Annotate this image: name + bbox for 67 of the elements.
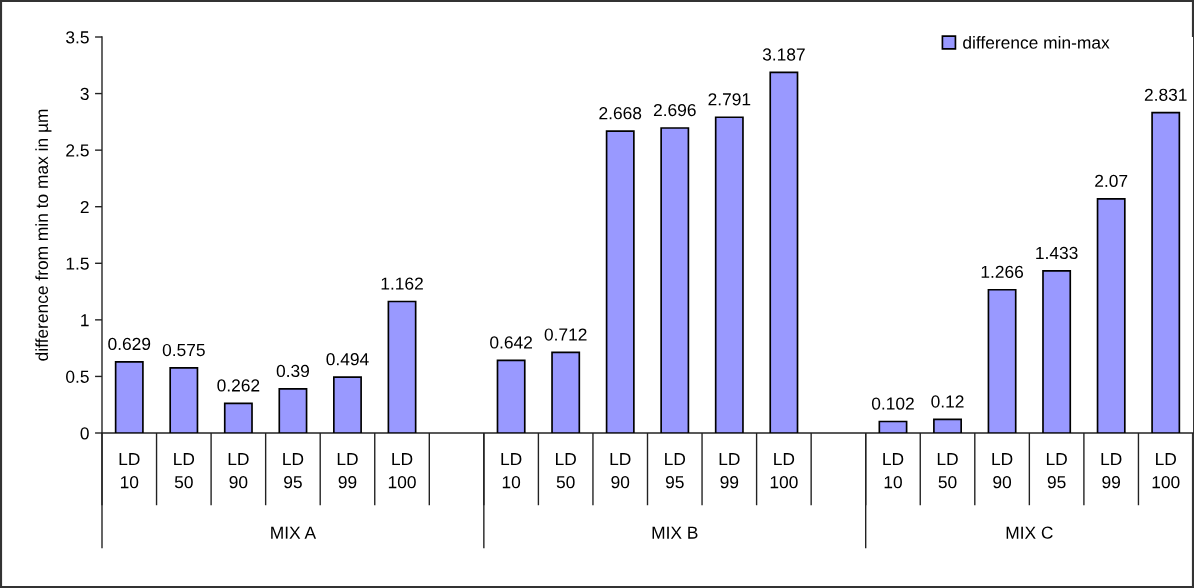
legend-label: difference min-max [963, 36, 1110, 49]
data-label: 1.433 [1036, 246, 1078, 260]
x-tick-label: LD 100 [770, 453, 798, 489]
x-tick-label: LD 90 [610, 453, 631, 489]
y-tick-label: 0 [80, 427, 89, 440]
data-label: 0.102 [871, 397, 914, 410]
x-tick-label: LD 100 [388, 453, 416, 489]
text: MIX C [1006, 526, 1053, 539]
data-label: 2.668 [599, 107, 642, 120]
bar [114, 360, 144, 433]
x-tick-label: LD 50 [937, 453, 958, 489]
x-tick-label: LD 99 [719, 453, 740, 489]
data-label: 1.266 [981, 265, 1024, 278]
data-label: 2.831 [1144, 88, 1187, 101]
x-tick-label: LD 95 [283, 453, 304, 489]
y-tick-label: 2.5 [66, 144, 89, 157]
x-tick-label: LD 10 [501, 453, 522, 489]
bar [1042, 270, 1072, 433]
bar [878, 420, 908, 433]
data-label: 0.494 [326, 353, 369, 366]
data-label: 0.642 [490, 336, 532, 349]
bar [1151, 111, 1181, 433]
x-tick-label: LD 90 [992, 453, 1013, 489]
y-tick-label: 1.5 [66, 257, 89, 270]
data-label: 2.696 [653, 103, 696, 117]
x-tick-label: LD 10 [119, 453, 140, 489]
bar [714, 116, 744, 433]
y-tick-label: 3 [80, 87, 89, 101]
data-label: 0.712 [544, 328, 587, 341]
x-tick-label: LD 100 [1152, 453, 1180, 489]
x-tick-label: LD 99 [1101, 453, 1122, 489]
x-tick-label: LD 50 [556, 453, 576, 489]
x-tick-label: LD 50 [174, 453, 195, 489]
data-label: 0.629 [108, 337, 151, 351]
x-tick-label: LD 10 [883, 453, 904, 489]
data-label: 2.791 [708, 93, 751, 106]
bar [769, 71, 799, 433]
y-tick-label: 1 [81, 314, 89, 327]
text: MIX B [652, 526, 698, 539]
text: MIX A [271, 526, 317, 539]
data-label: 1.162 [381, 277, 423, 290]
data-label: 0.39 [276, 364, 309, 378]
x-tick-label: LD 95 [1046, 453, 1067, 489]
y-axis-title: difference from min to max in µm [35, 109, 52, 361]
data-label: 3.187 [762, 48, 805, 61]
bar [333, 376, 362, 433]
bar [223, 402, 253, 433]
data-label: 2.07 [1095, 174, 1128, 188]
bar [605, 130, 635, 433]
bar [933, 418, 962, 433]
bar [1096, 197, 1126, 433]
bar [551, 351, 581, 433]
y-tick-label: 2 [80, 200, 89, 213]
data-label: 0.12 [931, 395, 964, 408]
y-tick-label: 3.5 [66, 31, 89, 44]
bar [987, 288, 1017, 433]
x-tick-label: LD 99 [337, 453, 358, 489]
bar [660, 127, 690, 433]
bar [387, 300, 417, 433]
data-label: 0.262 [217, 379, 260, 392]
bar [169, 367, 199, 433]
bar [496, 359, 526, 433]
y-tick-label: 0.5 [66, 370, 89, 383]
x-tick-label: LD 95 [665, 453, 686, 489]
bar [278, 388, 308, 433]
x-tick-label: LD 90 [228, 453, 249, 489]
data-label: 0.575 [162, 343, 205, 357]
